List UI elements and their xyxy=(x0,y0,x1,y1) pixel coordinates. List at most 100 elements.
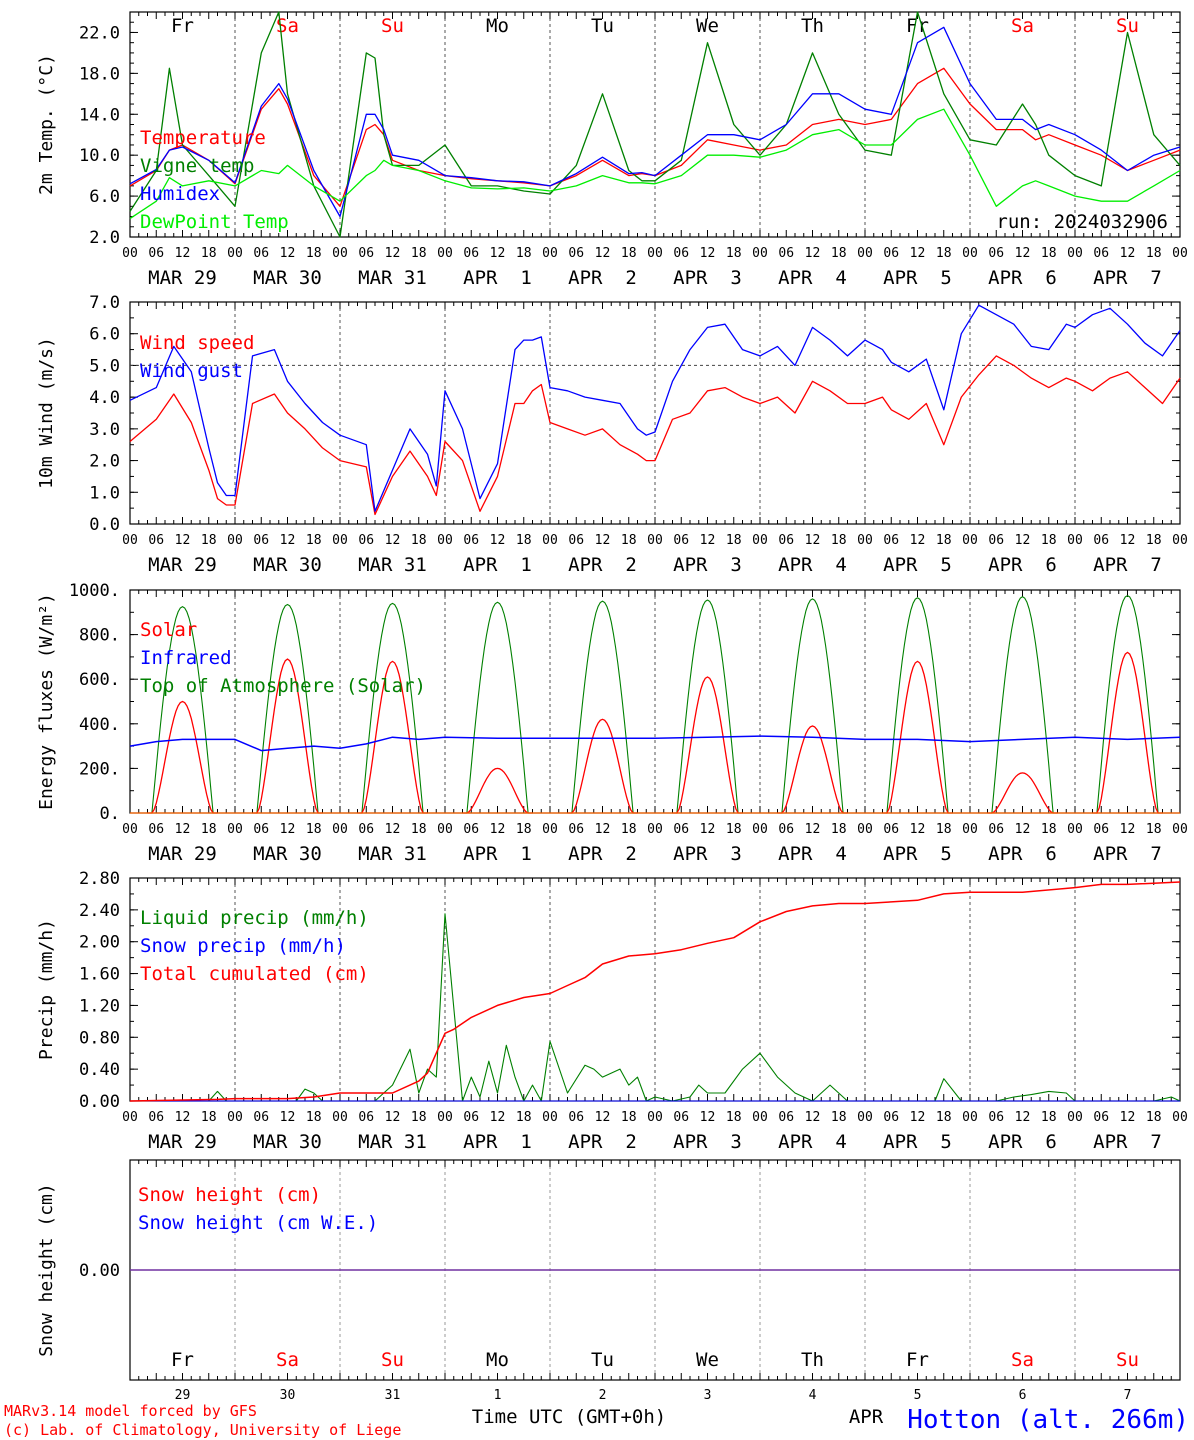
day-name: Su xyxy=(1116,15,1139,37)
date-label: MAR 31 xyxy=(358,1131,427,1153)
day-name: We xyxy=(696,1349,719,1371)
hour-tick-label: 12 xyxy=(910,1110,926,1125)
plot-frame xyxy=(129,11,1181,238)
date-label: MAR 30 xyxy=(253,1131,322,1153)
day-number: 2 xyxy=(599,1388,607,1403)
date-label: APR 2 xyxy=(568,267,637,289)
hour-tick-label: 18 xyxy=(1041,1110,1057,1125)
solar-curve xyxy=(462,767,533,814)
legend-entry: Infrared xyxy=(140,647,232,669)
solar-curve xyxy=(987,772,1058,814)
hour-tick-label: 06 xyxy=(463,822,479,837)
hour-tick-label: 12 xyxy=(805,822,821,837)
y-tick-label: 1000. xyxy=(69,581,120,601)
hour-tick-label: 06 xyxy=(1093,822,1109,837)
hour-tick-label: 00 xyxy=(227,822,243,837)
toa-solar-curve xyxy=(1092,594,1163,814)
hour-tick-label: 18 xyxy=(1041,246,1057,261)
hour-tick-label: 06 xyxy=(253,533,269,548)
hour-tick-label: 06 xyxy=(883,246,899,261)
day-name: Sa xyxy=(1011,15,1034,37)
hour-tick-label: 06 xyxy=(1093,533,1109,548)
y-axis-label: 2m Temp. (°C) xyxy=(36,54,57,195)
series-line xyxy=(129,355,1181,516)
hour-tick-label: 00 xyxy=(122,246,138,261)
y-tick-label: 2.40 xyxy=(79,901,120,921)
day-number: 31 xyxy=(385,1388,401,1403)
hour-tick-label: 12 xyxy=(175,533,191,548)
solar-curve xyxy=(252,658,323,814)
y-tick-label: 600. xyxy=(79,670,120,690)
hour-tick-label: 18 xyxy=(726,1110,742,1125)
day-name: Th xyxy=(801,15,824,37)
hour-tick-label: 12 xyxy=(1015,533,1031,548)
hour-tick-label: 12 xyxy=(1120,533,1136,548)
solar-curve xyxy=(1092,651,1163,814)
date-label: APR 2 xyxy=(568,843,637,865)
legend-entry: Wind speed xyxy=(140,332,254,354)
hour-tick-label: 00 xyxy=(857,1110,873,1125)
hour-tick-label: 06 xyxy=(673,246,689,261)
hour-tick-label: 00 xyxy=(122,1110,138,1125)
hour-tick-label: 18 xyxy=(1041,533,1057,548)
day-name: Su xyxy=(381,1349,404,1371)
date-label: APR 1 xyxy=(463,1131,532,1153)
legend-entry: Wind gust xyxy=(140,360,243,382)
hour-tick-label: 06 xyxy=(148,822,164,837)
date-label: APR 4 xyxy=(778,267,847,289)
panel-4: 0.00 0.40 0.80 1.20 1.60 2.00 2.40 2.80 Precip (… xyxy=(36,869,1188,1153)
hour-tick-label: 12 xyxy=(385,246,401,261)
toa-solar-curve xyxy=(252,603,323,814)
day-name: Th xyxy=(801,1349,824,1371)
date-label: MAR 29 xyxy=(148,843,217,865)
hour-tick-label: 18 xyxy=(411,246,427,261)
series-line xyxy=(129,67,1181,207)
hour-tick-label: 18 xyxy=(1146,533,1162,548)
hour-tick-label: 12 xyxy=(280,533,296,548)
y-tick-label: 1.60 xyxy=(79,965,120,985)
hour-tick-label: 06 xyxy=(673,533,689,548)
hour-tick-label: 06 xyxy=(673,1110,689,1125)
day-number: 4 xyxy=(809,1388,817,1403)
hour-tick-label: 12 xyxy=(385,1110,401,1125)
y-tick-label: 0.00 xyxy=(79,1092,120,1112)
hour-tick-label: 06 xyxy=(673,822,689,837)
y-tick-label: 10.0 xyxy=(79,146,120,166)
hour-tick-label: 18 xyxy=(621,1110,637,1125)
hour-tick-label: 06 xyxy=(253,246,269,261)
hour-tick-label: 06 xyxy=(568,246,584,261)
series-line xyxy=(129,881,1181,1102)
date-label: APR 1 xyxy=(463,843,532,865)
hour-tick-label: 18 xyxy=(1041,822,1057,837)
y-tick-label: 1.20 xyxy=(79,996,120,1016)
hour-tick-label: 00 xyxy=(1067,1110,1083,1125)
hour-tick-label: 00 xyxy=(962,246,978,261)
hour-tick-label: 18 xyxy=(936,246,952,261)
date-label: MAR 29 xyxy=(148,1131,217,1153)
hour-tick-label: 00 xyxy=(437,533,453,548)
date-label: APR 3 xyxy=(673,1131,742,1153)
hour-tick-label: 12 xyxy=(280,246,296,261)
day-name: Su xyxy=(381,15,404,37)
date-label: APR 4 xyxy=(778,1131,847,1153)
hour-tick-label: 18 xyxy=(411,822,427,837)
hour-tick-label: 12 xyxy=(910,533,926,548)
hour-tick-label: 00 xyxy=(647,246,663,261)
hour-tick-label: 18 xyxy=(516,246,532,261)
hour-tick-label: 18 xyxy=(516,533,532,548)
hour-tick-label: 06 xyxy=(988,1110,1004,1125)
infrared-line xyxy=(129,735,1181,752)
day-name: Fr xyxy=(906,15,929,37)
hour-tick-label: 06 xyxy=(883,533,899,548)
hour-tick-label: 00 xyxy=(1067,246,1083,261)
day-number: 30 xyxy=(280,1388,296,1403)
hour-tick-label: 18 xyxy=(831,822,847,837)
hour-tick-label: 18 xyxy=(936,1110,952,1125)
day-name: Tu xyxy=(591,1349,614,1371)
date-label: APR 5 xyxy=(883,267,952,289)
legend-entry: Solar xyxy=(140,619,197,641)
day-number: 6 xyxy=(1019,1388,1027,1403)
hour-tick-label: 18 xyxy=(306,822,322,837)
hour-tick-label: 12 xyxy=(175,246,191,261)
